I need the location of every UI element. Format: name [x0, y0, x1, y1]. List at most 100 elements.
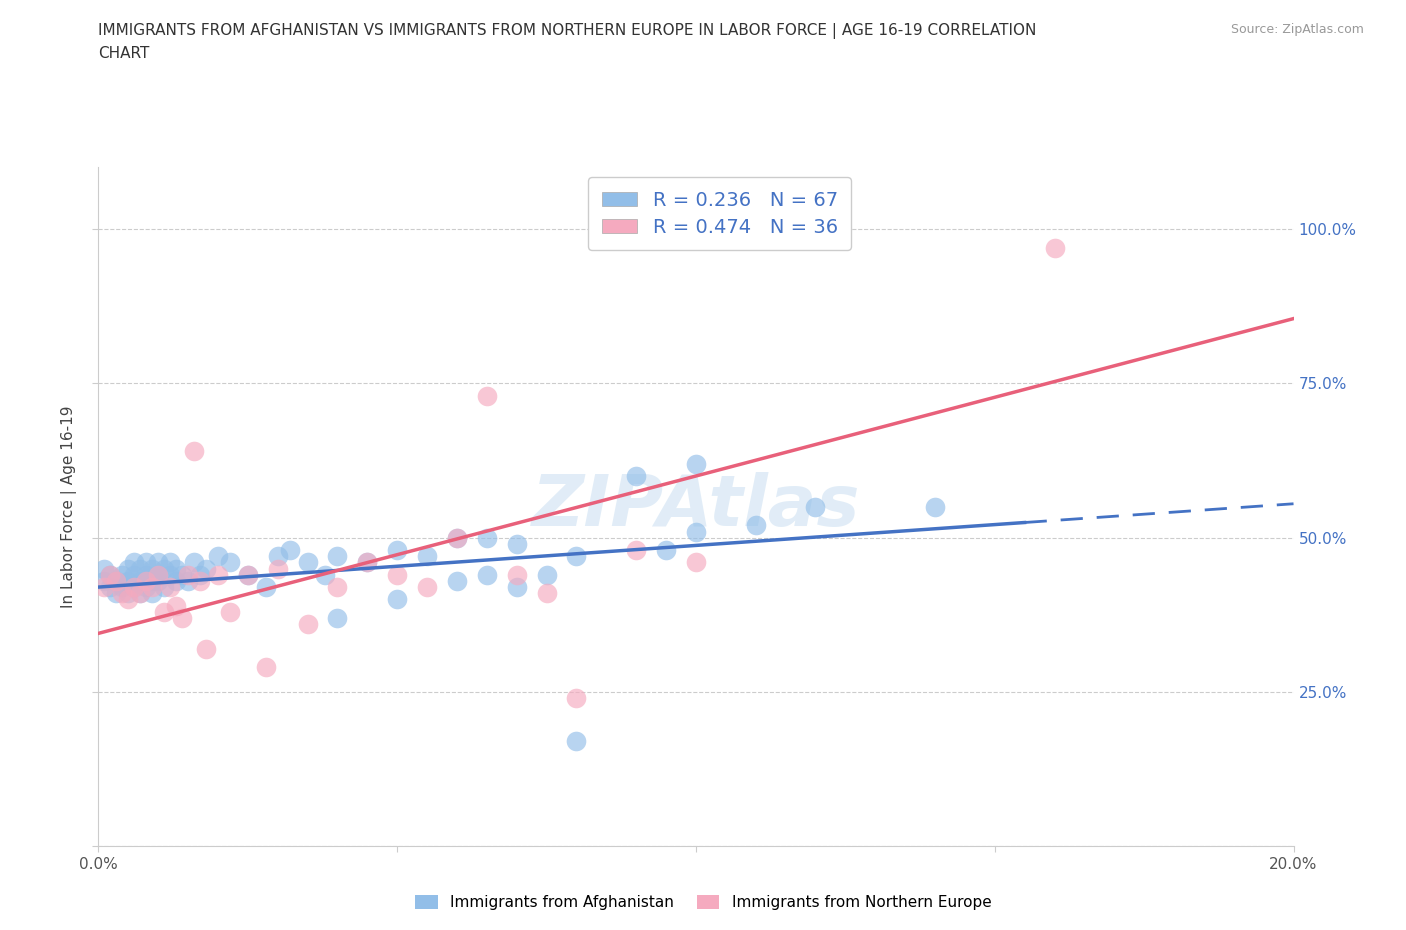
Point [506, 537, 529, 551]
Point [326, 549, 349, 564]
Point [565, 549, 588, 564]
Point [626, 542, 648, 557]
Point [446, 530, 468, 545]
Point [153, 604, 176, 619]
Point [267, 549, 290, 564]
Point [195, 642, 218, 657]
Point [141, 574, 163, 589]
Point [124, 555, 146, 570]
Point [124, 579, 146, 594]
Point [165, 574, 187, 589]
Point [148, 574, 170, 589]
Point [685, 525, 707, 539]
Point [141, 561, 163, 576]
Text: IMMIGRANTS FROM AFGHANISTAN VS IMMIGRANTS FROM NORTHERN EUROPE IN LABOR FORCE | : IMMIGRANTS FROM AFGHANISTAN VS IMMIGRANT… [98, 23, 1036, 39]
Point [135, 579, 157, 594]
Point [165, 561, 187, 576]
Point [172, 567, 194, 582]
Point [105, 574, 128, 589]
Point [1043, 240, 1066, 255]
Point [506, 579, 529, 594]
Point [148, 567, 170, 582]
Point [475, 530, 498, 545]
Point [141, 586, 163, 601]
Point [135, 567, 157, 582]
Point [93, 579, 115, 594]
Point [219, 555, 242, 570]
Point [326, 579, 349, 594]
Point [416, 579, 439, 594]
Y-axis label: In Labor Force | Age 16-19: In Labor Force | Age 16-19 [60, 405, 77, 608]
Point [326, 610, 349, 625]
Point [506, 567, 529, 582]
Point [536, 567, 558, 582]
Point [195, 561, 218, 576]
Point [172, 610, 194, 625]
Point [565, 691, 588, 706]
Point [416, 549, 439, 564]
Point [141, 579, 163, 594]
Point [475, 567, 498, 582]
Point [183, 555, 205, 570]
Point [124, 579, 146, 594]
Point [219, 604, 242, 619]
Point [236, 567, 259, 582]
Text: Source: ZipAtlas.com: Source: ZipAtlas.com [1230, 23, 1364, 36]
Point [188, 567, 211, 582]
Point [153, 579, 176, 594]
Point [385, 542, 409, 557]
Point [236, 567, 259, 582]
Legend: Immigrants from Afghanistan, Immigrants from Northern Europe: Immigrants from Afghanistan, Immigrants … [406, 887, 1000, 918]
Point [100, 579, 122, 594]
Point [159, 555, 181, 570]
Point [100, 567, 122, 582]
Point [297, 617, 319, 631]
Point [177, 574, 200, 589]
Point [153, 561, 176, 576]
Point [565, 734, 588, 749]
Point [475, 389, 498, 404]
Legend: R = 0.236   N = 67, R = 0.474   N = 36: R = 0.236 N = 67, R = 0.474 N = 36 [589, 177, 851, 250]
Point [111, 586, 134, 601]
Point [93, 574, 115, 589]
Point [315, 567, 337, 582]
Point [278, 542, 301, 557]
Point [177, 567, 200, 582]
Point [129, 561, 152, 576]
Point [446, 530, 468, 545]
Point [111, 567, 134, 582]
Point [135, 555, 157, 570]
Point [267, 561, 290, 576]
Point [446, 574, 468, 589]
Text: CHART: CHART [98, 46, 150, 60]
Point [117, 592, 139, 607]
Point [254, 579, 277, 594]
Point [148, 567, 170, 582]
Point [188, 574, 211, 589]
Point [385, 592, 409, 607]
Point [117, 586, 139, 601]
Point [297, 555, 319, 570]
Point [105, 574, 128, 589]
Text: ZIPAtlas: ZIPAtlas [531, 472, 860, 541]
Point [159, 579, 181, 594]
Point [129, 586, 152, 601]
Point [129, 574, 152, 589]
Point [165, 598, 187, 613]
Point [148, 555, 170, 570]
Point [356, 555, 378, 570]
Point [655, 542, 678, 557]
Point [124, 567, 146, 582]
Point [207, 549, 229, 564]
Point [111, 579, 134, 594]
Point [804, 499, 827, 514]
Point [117, 561, 139, 576]
Point [626, 469, 648, 484]
Point [93, 561, 115, 576]
Point [117, 574, 139, 589]
Point [685, 555, 707, 570]
Point [356, 555, 378, 570]
Point [254, 660, 277, 675]
Point [207, 567, 229, 582]
Point [135, 574, 157, 589]
